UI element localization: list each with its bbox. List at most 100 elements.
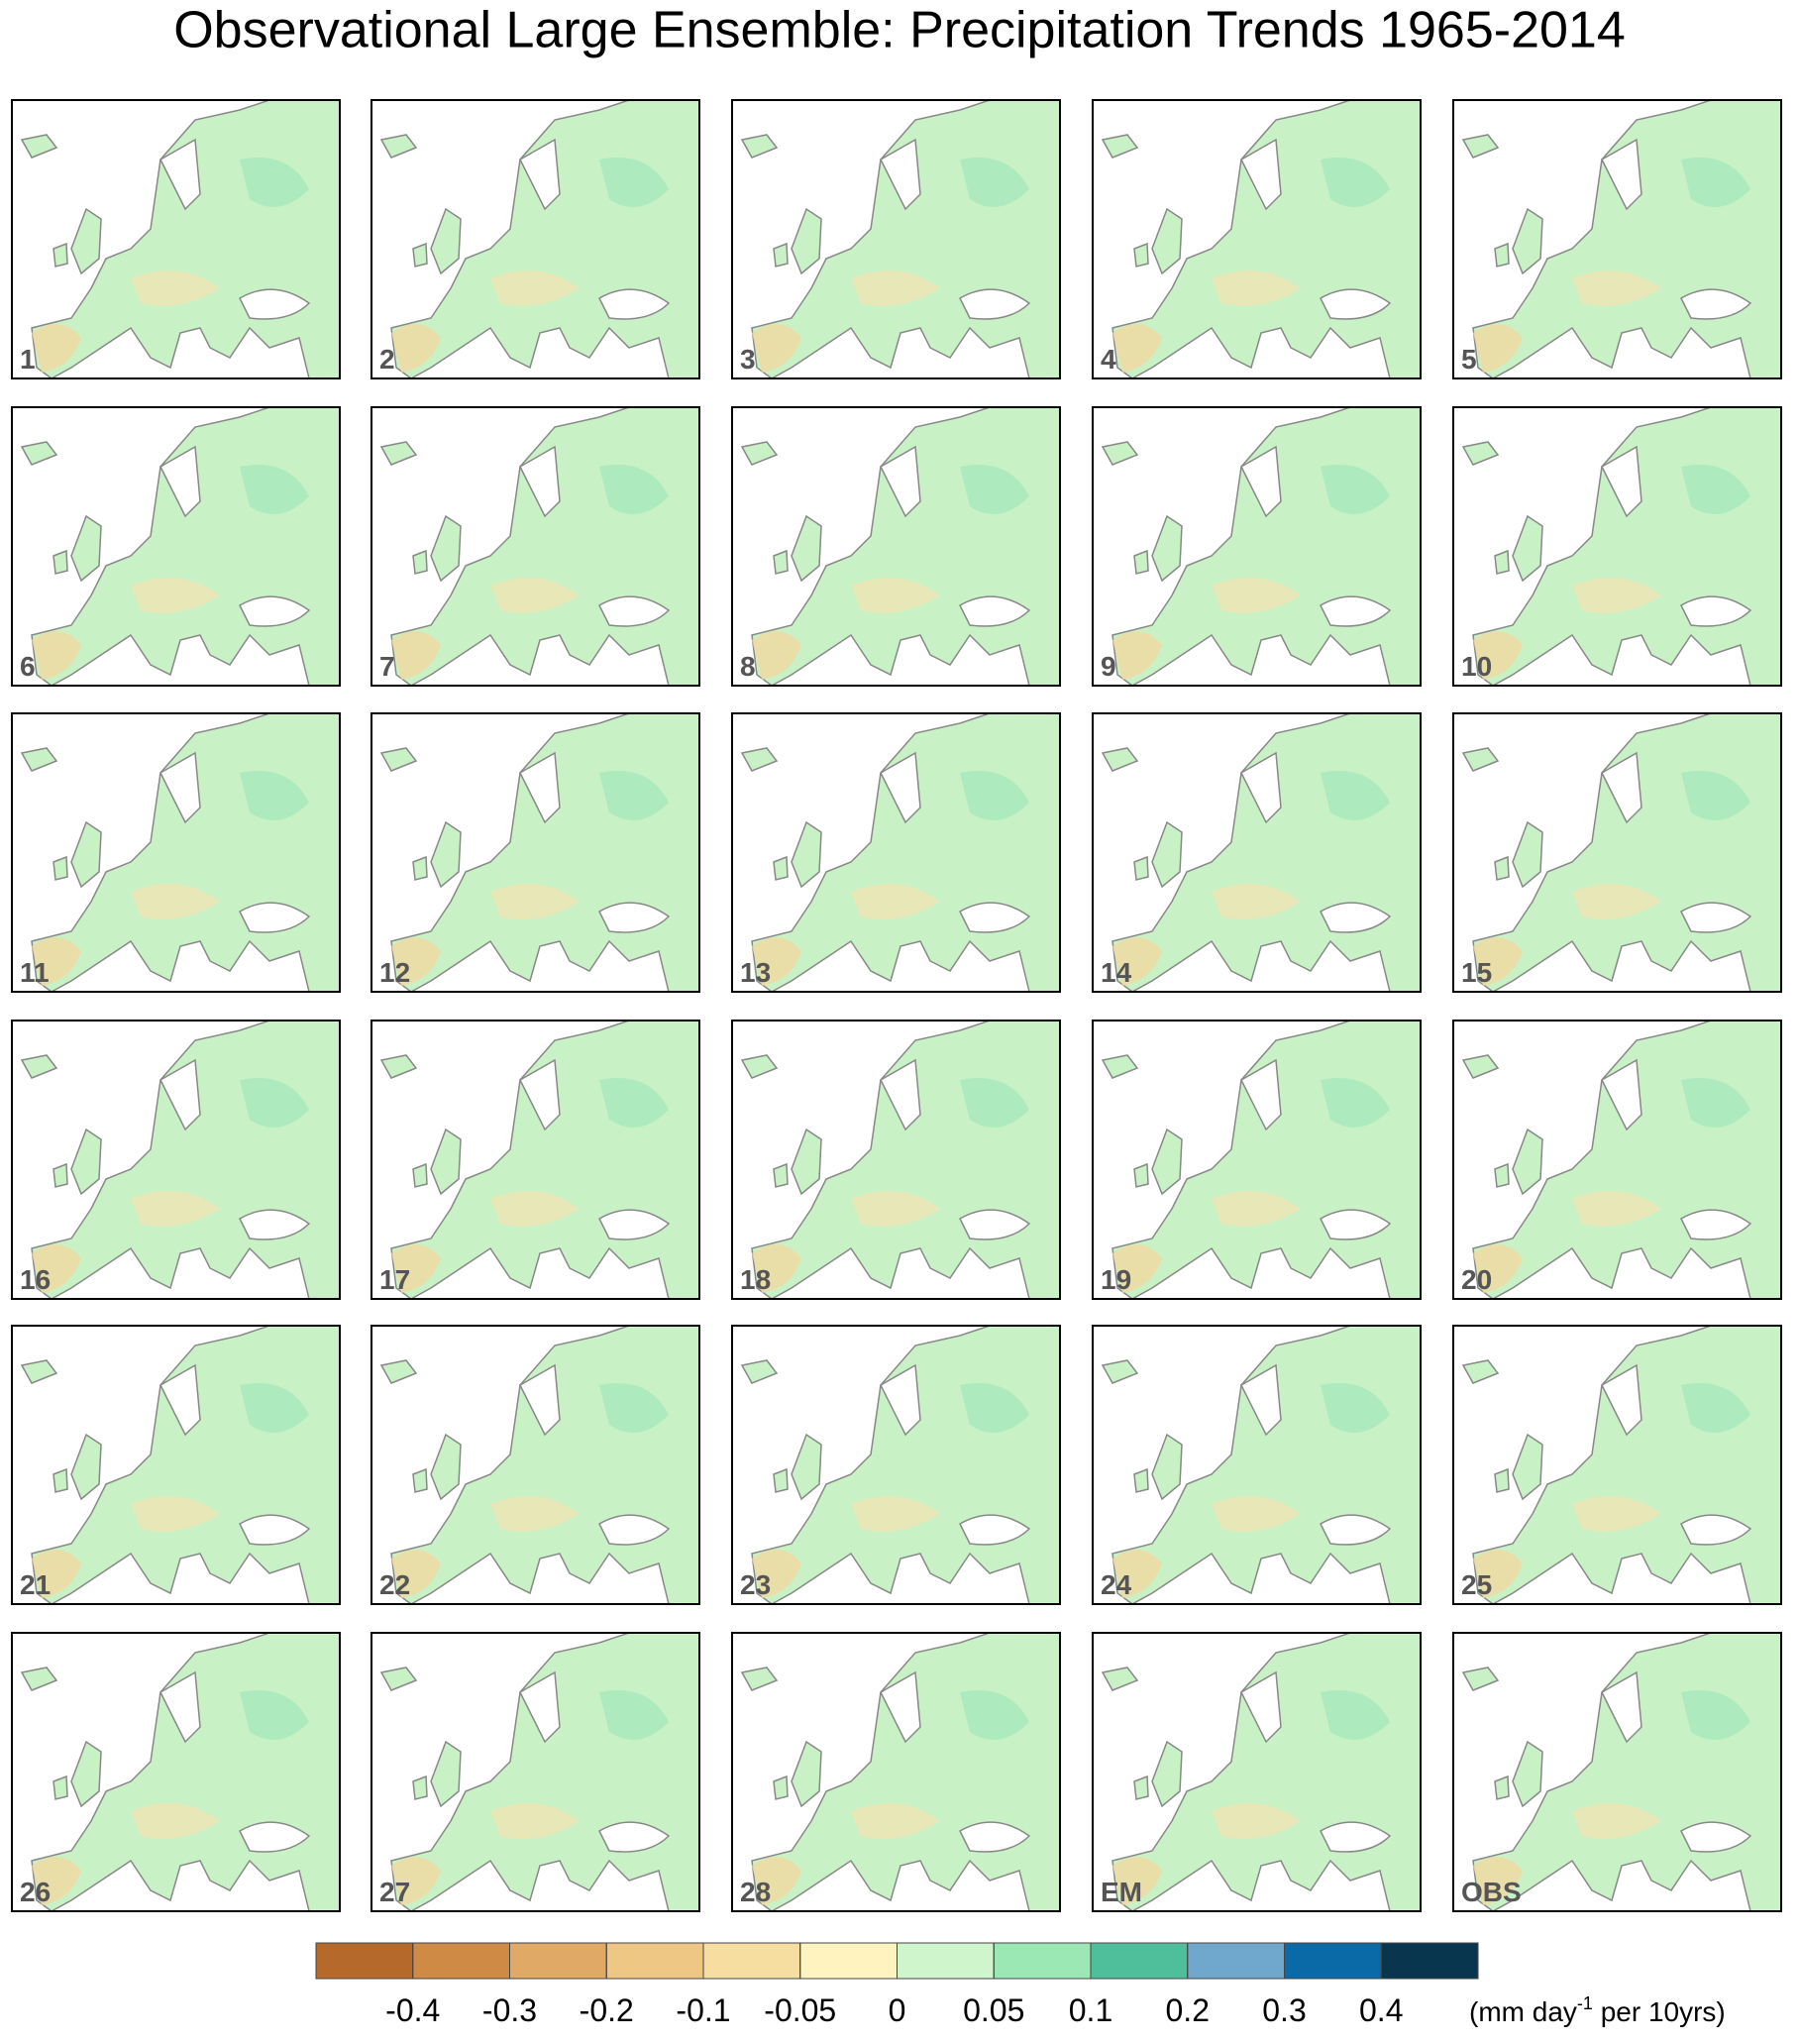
- map-land: [732, 407, 1060, 686]
- map-land: [1093, 1633, 1421, 1911]
- map: [1453, 1021, 1781, 1299]
- map-panel: 3: [731, 99, 1061, 379]
- panel-border: [731, 99, 1061, 379]
- map-panel: 5: [1452, 99, 1782, 379]
- map: [1093, 713, 1421, 992]
- panel-label: 26: [20, 1877, 51, 1907]
- map-panel: 11: [11, 712, 341, 993]
- map-panel: 18: [731, 1020, 1061, 1300]
- map: [12, 1633, 340, 1911]
- map-panel: 22: [370, 1325, 700, 1605]
- map-land: [12, 1326, 340, 1604]
- map: [1453, 1633, 1781, 1911]
- panel-border: [1092, 99, 1422, 379]
- unit-label: (mm day-1 per 10yrs): [1469, 1993, 1726, 2027]
- map-land: [732, 1633, 1060, 1911]
- panel-border: [11, 99, 341, 379]
- colorbar-label: 0.1: [1069, 1992, 1112, 2028]
- map: [1453, 100, 1781, 378]
- colorbar-box: [702, 1942, 801, 1980]
- panel-border: [11, 1020, 341, 1300]
- panel-label: 22: [379, 1569, 410, 1600]
- unit-part: (mm day: [1469, 1996, 1577, 2027]
- map-land: [1453, 1021, 1781, 1299]
- colorbar-label: -0.4: [385, 1992, 440, 2028]
- colorbar-box: [412, 1942, 510, 1980]
- colorbar-box: [1090, 1942, 1189, 1980]
- map: [371, 100, 699, 378]
- map-panel: 25: [1452, 1325, 1782, 1605]
- map-panel: 21: [11, 1325, 341, 1605]
- map: [12, 1021, 340, 1299]
- panel-label: 13: [740, 957, 771, 988]
- panel-label: 19: [1101, 1264, 1131, 1295]
- map-land: [371, 1021, 699, 1299]
- map-panel: 1: [11, 99, 341, 379]
- map-land: [732, 1021, 1060, 1299]
- panel-label: OBS: [1461, 1877, 1522, 1907]
- panel-border: [1092, 1325, 1422, 1605]
- map-panel: 14: [1092, 712, 1422, 993]
- panel-label: 18: [740, 1264, 771, 1295]
- unit-part: per 10yrs): [1593, 1996, 1726, 2027]
- map: [371, 1021, 699, 1299]
- panel-label: 21: [20, 1569, 51, 1600]
- panel-label: 11: [20, 957, 50, 988]
- panel-border: [370, 406, 700, 687]
- map-panel: 4: [1092, 99, 1422, 379]
- map-land: [12, 1021, 340, 1299]
- map: [732, 407, 1060, 686]
- map: [1093, 407, 1421, 686]
- map: [732, 1326, 1060, 1604]
- map: [732, 100, 1060, 378]
- panel-border: [370, 712, 700, 993]
- unit-part: -1: [1577, 1993, 1593, 2013]
- panel-border: [1452, 1632, 1782, 1912]
- map: [1093, 100, 1421, 378]
- panel-border: [731, 1020, 1061, 1300]
- map: [12, 713, 340, 992]
- map-panel: 28: [731, 1632, 1061, 1912]
- map-panel: 26: [11, 1632, 341, 1912]
- panel-label: 4: [1101, 344, 1116, 375]
- panel-label: 12: [379, 957, 410, 988]
- map: [732, 713, 1060, 992]
- map-land: [732, 713, 1060, 992]
- panel-label: 23: [740, 1569, 771, 1600]
- map-panel: 15: [1452, 712, 1782, 993]
- map: [1093, 1021, 1421, 1299]
- map-panel: 2: [370, 99, 700, 379]
- panel-border: [11, 406, 341, 687]
- map-land: [1093, 1021, 1421, 1299]
- panel-label: 2: [379, 344, 395, 375]
- map-land: [732, 100, 1060, 378]
- panel-border: [1092, 1020, 1422, 1300]
- panel-label: 10: [1461, 651, 1492, 682]
- colorbar-box: [605, 1942, 704, 1980]
- map-panel: 19: [1092, 1020, 1422, 1300]
- map: [12, 407, 340, 686]
- panel-label: 24: [1101, 1569, 1132, 1600]
- panel-label: 3: [740, 344, 756, 375]
- map-land: [1453, 100, 1781, 378]
- panel-border: [1092, 1632, 1422, 1912]
- map-panel: 10: [1452, 406, 1782, 687]
- panel-border: [731, 1632, 1061, 1912]
- map-land: [371, 407, 699, 686]
- map-panel: 7: [370, 406, 700, 687]
- panel-border: [11, 1325, 341, 1605]
- colorbar-label: -0.05: [764, 1992, 836, 2028]
- panel-label: 6: [20, 651, 36, 682]
- panel-border: [370, 99, 700, 379]
- map: [1453, 713, 1781, 992]
- map-land: [1453, 713, 1781, 992]
- colorbar-label: 0.2: [1166, 1992, 1210, 2028]
- panel-border: [1452, 406, 1782, 687]
- map-land: [371, 1633, 699, 1911]
- map-land: [371, 100, 699, 378]
- panel-label: EM: [1101, 1877, 1142, 1907]
- colorbar-label: -0.1: [676, 1992, 730, 2028]
- map: [371, 713, 699, 992]
